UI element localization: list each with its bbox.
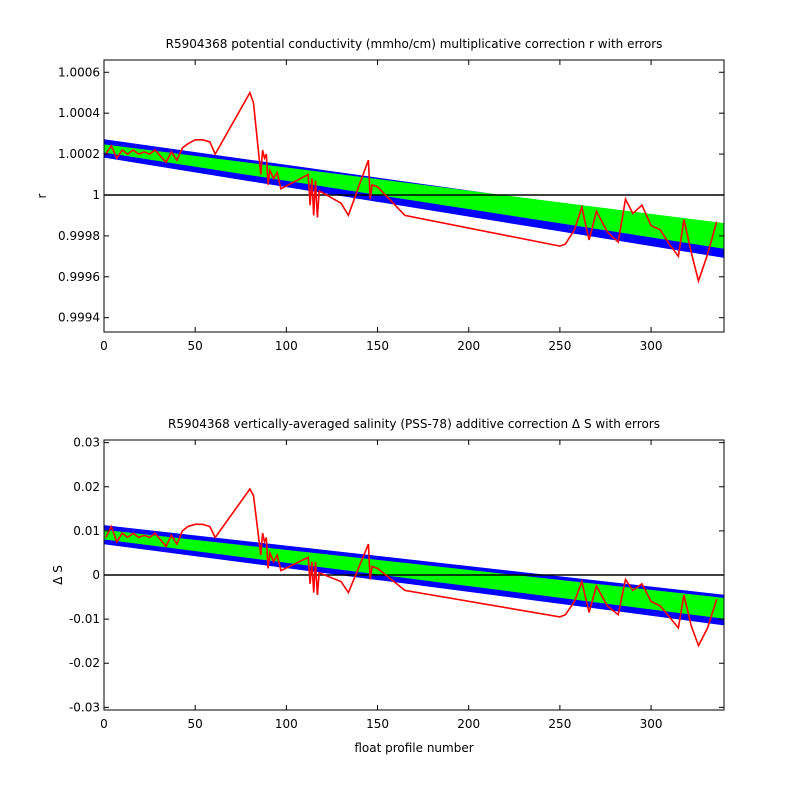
- conductivity-y-tick-label: 0.9996: [58, 270, 100, 284]
- conductivity-x-tick-label: 100: [275, 339, 298, 353]
- conductivity-y-tick-label: 0.9998: [58, 229, 100, 243]
- salinity-y-tick-label: 0.03: [73, 436, 100, 450]
- conductivity-chart-title: R5904368 potential conductivity (mmho/cm…: [166, 37, 663, 51]
- conductivity-y-tick-label: 1.0002: [58, 147, 100, 161]
- conductivity-y-tick-label: 1.0004: [58, 106, 100, 120]
- salinity-correction-panel: 0 50 100 150 200 250 300 -0.03 -0.02 -0.01 0 0.01 0.…: [51, 417, 725, 755]
- salinity-correction-series-line: [105, 487, 718, 648]
- conductivity-x-tick-label: 300: [640, 339, 663, 353]
- salinity-x-tick-label: 0: [100, 717, 108, 731]
- salinity-x-tick-label: 50: [188, 717, 203, 731]
- salinity-y-tick-label: -0.02: [69, 656, 100, 670]
- conductivity-x-tick-label: 200: [457, 339, 480, 353]
- salinity-x-tick-label: 100: [275, 717, 298, 731]
- salinity-y-tick-label: 0.01: [73, 524, 100, 538]
- salinity-x-axis-label: float profile number: [354, 741, 473, 755]
- salinity-x-tick-label: 150: [366, 717, 389, 731]
- salinity-ticks: 0 50 100 150 200 250 300 -0.03 -0.02 -0.01 0 0.01 0.…: [69, 436, 724, 731]
- conductivity-plot-area: [104, 90, 724, 284]
- salinity-y-tick-label: 0.02: [73, 480, 100, 494]
- conductivity-y-tick-label: 0.9994: [58, 311, 100, 325]
- conductivity-x-tick-label: 50: [188, 339, 203, 353]
- salinity-y-tick-label: -0.01: [69, 612, 100, 626]
- salinity-x-tick-label: 200: [457, 717, 480, 731]
- salinity-y-tick-label: 0: [92, 568, 100, 582]
- conductivity-correction-panel: 0 50 100 150 200 250 300 0.9994 0.9996 0.9998 1 1.0…: [35, 37, 725, 353]
- salinity-x-tick-label: 250: [548, 717, 571, 731]
- salinity-y-axis-label: Δ S: [51, 565, 65, 585]
- conductivity-y-axis-label: r: [35, 193, 49, 198]
- conductivity-x-tick-label: 150: [366, 339, 389, 353]
- salinity-y-tick-label: -0.03: [69, 700, 100, 714]
- conductivity-x-tick-label: 250: [548, 339, 571, 353]
- salinity-chart-title: R5904368 vertically-averaged salinity (P…: [168, 417, 660, 431]
- conductivity-ticks: 0 50 100 150 200 250 300 0.9994 0.9996 0.9998 1 1.0…: [58, 60, 724, 353]
- conductivity-x-tick-label: 0: [100, 339, 108, 353]
- conductivity-fit-band: [104, 144, 724, 249]
- conductivity-axes-frame: [103, 59, 725, 333]
- salinity-x-tick-label: 300: [640, 717, 663, 731]
- conductivity-y-tick-label: 1.0006: [58, 65, 100, 79]
- salinity-plot-area: [104, 487, 724, 648]
- conductivity-correction-series-line: [105, 90, 718, 284]
- conductivity-y-tick-label: 1: [92, 188, 100, 202]
